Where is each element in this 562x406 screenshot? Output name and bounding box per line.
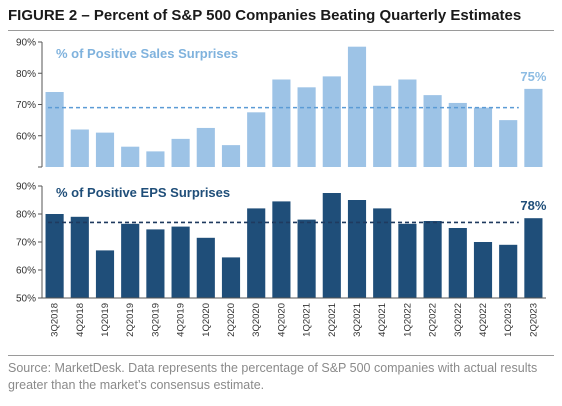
sales-bar <box>196 127 215 167</box>
eps-bar <box>272 201 291 298</box>
x-tick-label: 3Q2020 <box>251 303 262 337</box>
sales-bar <box>448 102 467 167</box>
x-tick-label: 3Q2019 <box>150 303 161 337</box>
x-tick-label: 2Q2021 <box>327 303 338 337</box>
eps-bar <box>146 229 165 298</box>
sales-bar <box>95 132 115 167</box>
source-divider <box>8 355 554 356</box>
sales-bar <box>423 95 442 167</box>
eps-bar <box>347 200 367 298</box>
sales-bar <box>473 107 493 167</box>
sales-bar <box>45 92 64 167</box>
x-tick-label: 1Q2019 <box>100 303 111 337</box>
x-tick-label: 4Q2020 <box>276 303 287 337</box>
x-tick-label: 4Q2022 <box>478 303 489 337</box>
x-tick-label: 3Q2022 <box>453 303 464 337</box>
sales-bar <box>247 112 266 167</box>
sales-bar <box>347 46 367 167</box>
sales-bar <box>499 120 518 167</box>
eps-bar <box>524 218 543 298</box>
figure-title: FIGURE 2 – Percent of S&P 500 Companies … <box>8 7 522 24</box>
eps-bar <box>499 244 518 298</box>
x-tick-label: 1Q2021 <box>302 303 313 337</box>
x-tick-label: 1Q2022 <box>402 303 413 337</box>
sales-y-tick-label: 80% <box>16 69 36 80</box>
eps-bar <box>70 216 89 298</box>
eps-y-tick-label: 80% <box>16 210 36 221</box>
eps-callout: 78% <box>520 198 546 213</box>
sales-y-tick-label: 70% <box>16 100 36 111</box>
x-tick-label: 2Q2023 <box>528 303 539 337</box>
eps-bar <box>398 223 417 298</box>
sales-bar <box>146 151 165 167</box>
eps-bar <box>171 226 190 298</box>
x-tick-label: 2Q2020 <box>226 303 237 337</box>
eps-bar <box>297 219 316 298</box>
sales-bar <box>398 79 417 167</box>
sales-bar <box>70 129 89 167</box>
eps-bar <box>121 223 140 298</box>
title-divider <box>8 30 554 31</box>
eps-bar <box>448 228 467 298</box>
eps-panel-title: % of Positive EPS Surprises <box>56 185 230 200</box>
sales-bar <box>524 88 543 167</box>
sales-y-tick-label: 60% <box>16 131 36 142</box>
eps-y-tick-label: 50% <box>16 294 36 305</box>
eps-bar <box>373 208 392 298</box>
eps-bar <box>95 250 115 298</box>
x-tick-label: 1Q2020 <box>201 303 212 337</box>
sales-bar <box>373 85 392 167</box>
x-tick-label: 4Q2019 <box>176 303 187 337</box>
sales-bar <box>322 76 341 167</box>
x-tick-label: 2Q2022 <box>428 303 439 337</box>
eps-bar <box>473 242 493 298</box>
eps-bar <box>196 237 215 298</box>
eps-y-tick-label: 90% <box>16 182 36 193</box>
sales-bar <box>297 87 316 167</box>
sales-bar <box>171 138 190 167</box>
sales-panel-title: % of Positive Sales Surprises <box>56 46 238 61</box>
eps-bar <box>45 214 64 298</box>
sales-callout: 75% <box>520 69 546 84</box>
x-tick-label: 4Q2021 <box>377 303 388 337</box>
eps-bar <box>322 193 341 298</box>
source-note: Source: MarketDesk. Data represents the … <box>8 361 538 392</box>
sales-y-tick-label: 90% <box>16 38 36 49</box>
x-tick-label: 2Q2019 <box>125 303 136 337</box>
sales-bar <box>221 145 241 167</box>
eps-y-tick-label: 70% <box>16 238 36 249</box>
x-tick-label: 4Q2018 <box>75 303 86 337</box>
eps-bar <box>423 221 442 298</box>
x-tick-label: 3Q2021 <box>352 303 363 337</box>
eps-bar <box>247 208 266 298</box>
eps-bar <box>221 257 241 298</box>
sales-bar <box>272 79 291 167</box>
sales-bar <box>121 146 140 167</box>
x-tick-label: 3Q2018 <box>50 303 61 337</box>
x-tick-label: 1Q2023 <box>503 303 514 337</box>
eps-y-tick-label: 60% <box>16 266 36 277</box>
